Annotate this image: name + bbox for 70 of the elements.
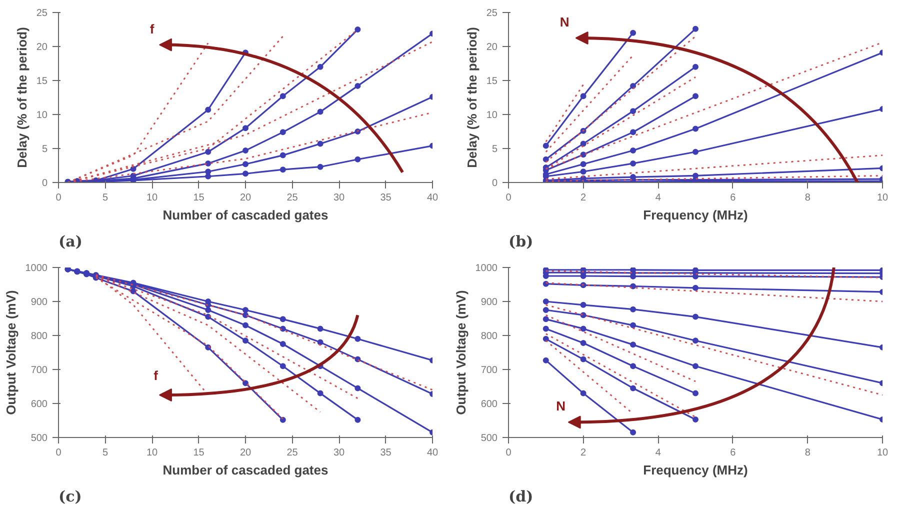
- x-tick-label: 10: [146, 448, 158, 458]
- y-tick-label: 1000: [475, 263, 498, 274]
- x-axis-title: Frequency (MHz): [643, 462, 748, 478]
- y-tick-label: 600: [480, 399, 498, 410]
- y-tick-label: 0: [492, 178, 498, 189]
- x-tick-label: 0: [56, 192, 62, 204]
- y-axis-title: Delay (% of the period): [464, 27, 480, 168]
- x-tick-label: 15: [193, 448, 205, 458]
- text: (a): [58, 232, 82, 250]
- x-tick-label: 10: [876, 192, 888, 204]
- annotation: f: [150, 21, 155, 36]
- x-tick-label: 30: [333, 192, 345, 204]
- x-tick-label: 8: [804, 448, 811, 458]
- x-axis-title: Frequency (MHz): [643, 208, 748, 222]
- x-tick-label: 4: [655, 448, 662, 458]
- y-tick-label: 5: [492, 144, 498, 155]
- y-tick-label: 500: [30, 433, 48, 444]
- x-tick-label: 0: [506, 192, 512, 204]
- x-tick-label: 0: [506, 448, 512, 458]
- x-tick-label: 30: [333, 448, 345, 458]
- y-tick-label: 1000: [25, 263, 48, 274]
- y-tick-label: 15: [36, 76, 48, 87]
- x-tick-label: 5: [102, 192, 108, 204]
- x-axis-title: Number of cascaded gates: [162, 462, 328, 478]
- y-tick-label: 10: [36, 110, 48, 121]
- x-tick-label: 35: [380, 448, 392, 458]
- x-tick-label: 40: [426, 192, 438, 204]
- text: (d): [508, 488, 534, 506]
- y-tick-label: 600: [30, 399, 48, 410]
- x-tick-label: 8: [804, 192, 811, 204]
- y-tick-label: 900: [30, 297, 48, 308]
- y-tick-label: 10: [486, 110, 498, 121]
- y-axis-title: Delay (% of the period): [14, 27, 30, 168]
- y-tick-label: 25: [486, 8, 498, 19]
- x-tick-label: 6: [730, 448, 736, 458]
- x-tick-label: 25: [286, 448, 298, 458]
- x-tick-label: 2: [580, 192, 587, 204]
- y-tick-label: 20: [486, 42, 498, 53]
- x-tick-label: 5: [102, 448, 108, 458]
- y-tick-label: 900: [480, 297, 498, 308]
- annotation: N: [560, 14, 570, 30]
- annotation: N: [556, 398, 566, 414]
- x-tick-label: 35: [380, 192, 392, 204]
- x-tick-label: 4: [655, 192, 662, 204]
- annotation: f: [154, 368, 159, 384]
- x-axis-title: Number of cascaded gates: [162, 208, 328, 222]
- x-tick-label: 10: [876, 448, 888, 458]
- y-tick-label: 700: [30, 365, 48, 376]
- x-tick-label: 10: [146, 192, 158, 204]
- x-tick-label: 2: [580, 448, 587, 458]
- y-tick-label: 15: [486, 76, 498, 87]
- y-tick-label: 20: [36, 42, 48, 53]
- text: (b): [508, 232, 534, 250]
- y-tick-label: 700: [480, 365, 498, 376]
- text: (c): [58, 488, 82, 506]
- y-tick-label: 800: [30, 331, 48, 342]
- y-axis-title: Output Voltage (mV): [453, 290, 468, 415]
- x-tick-label: 15: [193, 192, 205, 204]
- y-tick-label: 25: [36, 8, 48, 19]
- y-tick-label: 800: [480, 331, 498, 342]
- x-tick-label: 20: [240, 192, 252, 204]
- y-axis-title: Output Voltage (mV): [3, 290, 18, 415]
- y-tick-label: 0: [42, 178, 48, 189]
- x-tick-label: 20: [240, 448, 252, 458]
- x-tick-label: 25: [286, 192, 298, 204]
- y-tick-label: 5: [42, 144, 48, 155]
- x-tick-label: 40: [426, 448, 438, 458]
- x-tick-label: 0: [56, 448, 62, 458]
- y-tick-label: 500: [480, 433, 498, 444]
- x-tick-label: 6: [730, 192, 736, 204]
